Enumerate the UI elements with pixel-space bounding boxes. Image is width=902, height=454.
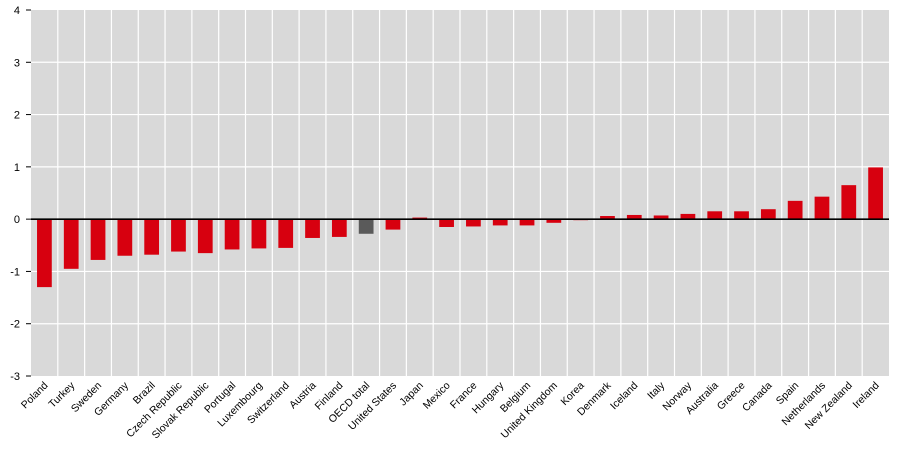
gridlines bbox=[31, 10, 889, 376]
x-tick-label: Italy bbox=[645, 379, 668, 402]
x-tick-label: Iceland bbox=[608, 380, 641, 413]
y-tick-label: 0 bbox=[14, 214, 20, 226]
bar-hungary bbox=[492, 219, 508, 226]
bar-france bbox=[466, 219, 481, 227]
x-tick-label: Ireland bbox=[851, 380, 882, 411]
bar-spain bbox=[787, 200, 803, 220]
y-tick-label: 1 bbox=[14, 162, 20, 174]
bar-germany bbox=[117, 219, 133, 256]
bar-luxembourg bbox=[251, 219, 267, 249]
bar-sweden bbox=[90, 219, 106, 260]
y-tick-label: 2 bbox=[14, 110, 20, 122]
bar-oecd-total bbox=[358, 219, 374, 234]
bar-netherlands bbox=[814, 196, 830, 220]
bar-finland bbox=[331, 219, 347, 237]
bar-new-zealand bbox=[841, 185, 857, 220]
bar-ireland bbox=[868, 167, 883, 220]
y-tick-label: -2 bbox=[10, 319, 20, 331]
y-tick-label: 3 bbox=[14, 57, 20, 69]
bar-denmark bbox=[600, 216, 615, 220]
x-tick-label: Canada bbox=[740, 380, 775, 415]
bar-united-states bbox=[385, 219, 401, 230]
bar-norway bbox=[680, 213, 696, 220]
bar-czech-republic bbox=[171, 219, 186, 252]
bar-australia bbox=[707, 211, 723, 220]
y-tick-label: -1 bbox=[10, 266, 20, 278]
bar-italy bbox=[653, 215, 669, 220]
bar-austria bbox=[305, 219, 320, 238]
y-tick-label: -3 bbox=[10, 371, 20, 383]
bar-mexico bbox=[439, 219, 454, 227]
bar-greece bbox=[734, 211, 749, 220]
x-tick-label: Mexico bbox=[421, 380, 453, 412]
bar-slovak-republic bbox=[197, 219, 213, 254]
bar-canada bbox=[760, 209, 776, 220]
bars bbox=[37, 167, 883, 288]
bar-switzerland bbox=[278, 219, 294, 248]
y-tick-label: 4 bbox=[14, 5, 20, 17]
bar-portugal bbox=[224, 219, 240, 250]
bar-turkey bbox=[63, 219, 79, 269]
bar-poland bbox=[37, 219, 52, 288]
bar-iceland bbox=[626, 214, 642, 220]
bar-united-kingdom bbox=[546, 219, 562, 223]
y-axis: 4 3 2 1 0 -1 -2 -3 bbox=[10, 5, 31, 383]
bar-brazil bbox=[144, 219, 160, 255]
x-tick-label: Poland bbox=[19, 380, 51, 412]
bar-belgium bbox=[519, 219, 535, 226]
